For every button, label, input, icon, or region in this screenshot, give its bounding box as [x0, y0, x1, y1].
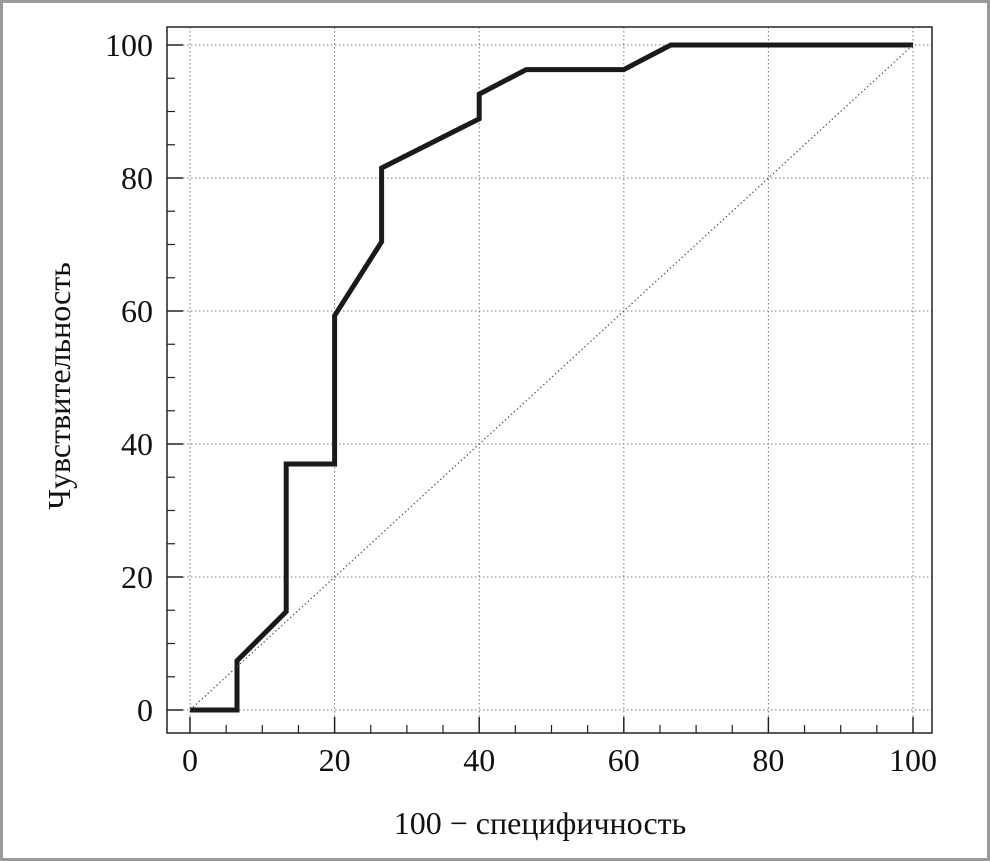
x-tick-label: 20	[319, 742, 351, 778]
chart-frame: 0 20 40 60 80 100 0 20 40 60 80 100 100 − специфичн…	[3, 3, 987, 858]
x-tick-label: 40	[463, 742, 495, 778]
plot-border	[166, 26, 933, 734]
y-tick-label: 40	[121, 426, 153, 462]
x-tick-label: 80	[752, 742, 784, 778]
x-tick-label: 100	[889, 742, 937, 778]
labels-layer: 0 20 40 60 80 100 0 20 40 60 80 100	[105, 27, 937, 778]
y-axis-label: Чувствительность	[41, 262, 77, 510]
x-axis-label: 100 − специфичность	[394, 805, 686, 841]
diagonal-reference-line	[189, 44, 914, 711]
roc-curve-line	[190, 42, 913, 713]
axes-layer	[166, 26, 933, 734]
y-tick-label: 80	[121, 160, 153, 196]
y-tick-label: 0	[137, 692, 153, 728]
x-tick-label: 0	[182, 742, 198, 778]
y-tick-label: 100	[105, 27, 153, 63]
roc-chart: 0 20 40 60 80 100 0 20 40 60 80 100 100 − специфичн…	[41, 26, 937, 841]
y-tick-label: 60	[121, 293, 153, 329]
x-tick-label: 60	[608, 742, 640, 778]
y-tick-label: 20	[121, 559, 153, 595]
series-layer	[189, 42, 914, 713]
